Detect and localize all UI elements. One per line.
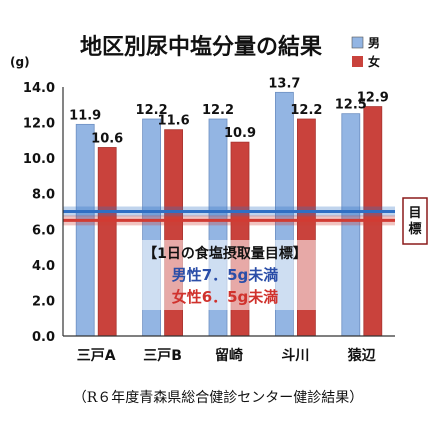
y-tick-label: 14.0 xyxy=(23,81,55,96)
bar-female xyxy=(97,147,117,337)
y-axis-ticks: 0.0 2.0 4.0 6.0 8.0 10.0 12.0 14.0 xyxy=(23,81,55,345)
data-label: 11.6 xyxy=(158,114,190,129)
legend-swatch-female xyxy=(352,56,363,67)
source-note: （R６年度青森県総合健診センター健診結果） xyxy=(73,390,364,406)
x-axis-ticks: 三戸A 三戸B 留崎 斗川 猿辺 xyxy=(77,347,376,364)
x-tick-label: 猿辺 xyxy=(347,347,376,364)
y-tick-label: 10.0 xyxy=(23,152,55,167)
x-tick-label: 留崎 xyxy=(215,347,243,364)
data-label: 13.7 xyxy=(268,76,300,91)
y-unit-label: (g) xyxy=(10,55,30,69)
legend-label-female: 女 xyxy=(368,54,380,69)
data-label: 12.2 xyxy=(136,103,168,118)
data-label: 11.9 xyxy=(69,108,101,123)
y-tick-label: 4.0 xyxy=(32,259,55,274)
data-label: 10.6 xyxy=(91,131,123,146)
data-label: 12.5 xyxy=(335,98,367,113)
target-heading: 【1日の食塩摂取量目標】 xyxy=(143,245,307,262)
legend: 男 女 xyxy=(351,36,380,69)
legend-swatch-male xyxy=(351,36,364,49)
side-label-box xyxy=(402,197,428,245)
x-tick-label: 三戸A xyxy=(77,348,116,364)
y-tick-label: 8.0 xyxy=(32,188,55,203)
side-target-label: 目標 xyxy=(402,197,428,245)
y-tick-label: 12.0 xyxy=(23,117,55,132)
y-tick-label: 2.0 xyxy=(32,294,55,309)
target-male: 男性7．5g未満 xyxy=(172,266,279,284)
target-box-background xyxy=(125,240,325,310)
x-tick-label: 三戸B xyxy=(143,348,182,364)
y-tick-label: 6.0 xyxy=(32,223,55,238)
side-label-text: 目標 xyxy=(408,206,421,237)
x-tick-label: 斗川 xyxy=(281,348,309,364)
data-label: 12.9 xyxy=(357,91,389,106)
bar-male xyxy=(75,123,95,337)
target-box: 【1日の食塩摂取量目標】 男性7．5g未満 女性6．5g未満 xyxy=(125,240,325,310)
data-label: 10.9 xyxy=(224,126,256,141)
target-female: 女性6．5g未満 xyxy=(172,288,279,306)
y-tick-label: 0.0 xyxy=(32,330,55,345)
data-label: 12.2 xyxy=(290,103,322,118)
legend-label-male: 男 xyxy=(368,36,380,50)
chart-title: 地区別尿中塩分量の結果 xyxy=(80,34,322,60)
data-label: 12.2 xyxy=(202,103,234,118)
